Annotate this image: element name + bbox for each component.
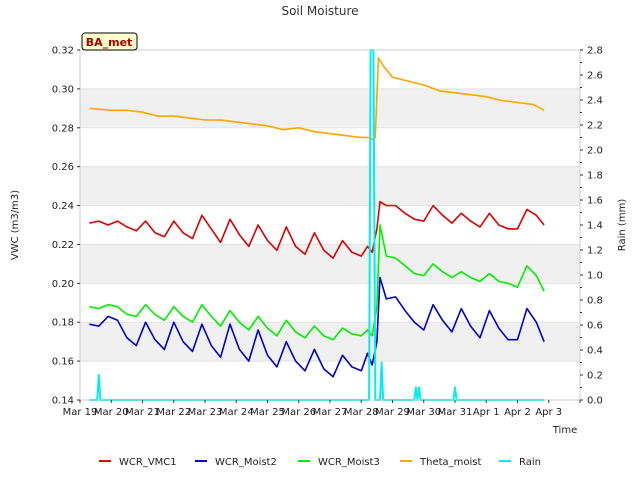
y-right-tick-label: 0.2 bbox=[587, 371, 603, 382]
y-right-tick-label: 0.0 bbox=[587, 396, 603, 407]
x-tick-label: Mar 21 bbox=[125, 407, 160, 418]
x-tick-label: Mar 31 bbox=[438, 407, 473, 418]
legend: WCR_VMC1 WCR_Moist2 WCR_Moist3 Theta_moist R… bbox=[99, 457, 541, 468]
x-tick-label: Mar 30 bbox=[406, 407, 441, 418]
legend-label: WCR_VMC1 bbox=[119, 457, 177, 468]
station-badge-box bbox=[81, 32, 138, 51]
legend-label: Theta_moist bbox=[419, 457, 481, 468]
x-tick-label: Apr 3 bbox=[535, 407, 562, 418]
y-right-tick-label: 1.6 bbox=[587, 196, 603, 207]
station-badge-label: BA_met bbox=[86, 36, 133, 49]
y-tick-label: 0.20 bbox=[52, 279, 74, 290]
y-tick-label: 0.24 bbox=[52, 201, 74, 212]
y-right-tick-label: 2.0 bbox=[587, 146, 603, 157]
grid-band bbox=[80, 88, 580, 128]
y-axis-label: VWC (m3/m3) bbox=[10, 190, 21, 260]
y-right-tick-label: 1.4 bbox=[587, 221, 603, 232]
y-right-tick-label: 2.2 bbox=[587, 121, 603, 132]
legend-label: WCR_Moist2 bbox=[215, 457, 277, 468]
y-tick-label: 0.28 bbox=[52, 123, 74, 134]
y-right-tick-label: 0.6 bbox=[587, 321, 603, 332]
x-tick-label: Apr 1 bbox=[473, 407, 500, 418]
x-tick-label: Mar 24 bbox=[219, 407, 254, 418]
y-tick-label: 0.16 bbox=[52, 357, 74, 368]
series-line-wcr-moist3 bbox=[89, 224, 545, 341]
y-right-tick-label: 2.8 bbox=[587, 46, 603, 57]
y-right-tick-label: 1.0 bbox=[587, 271, 603, 282]
grid-bands bbox=[80, 88, 580, 362]
y-axis-right-label: Rain (mm) bbox=[617, 199, 628, 252]
x-tick-label: Mar 29 bbox=[375, 407, 410, 418]
y-tick-label: 0.30 bbox=[52, 84, 74, 95]
y-tick-label: 0.22 bbox=[52, 240, 74, 251]
x-axis-label: Time bbox=[552, 425, 577, 436]
grid-band bbox=[80, 166, 580, 206]
y-tick-label: 0.14 bbox=[52, 396, 74, 407]
y-tick-label: 0.32 bbox=[52, 46, 74, 57]
y-right-tick-label: 2.6 bbox=[587, 71, 603, 82]
x-tick-label: Mar 23 bbox=[188, 407, 223, 418]
y-tick-label: 0.18 bbox=[52, 318, 74, 329]
legend-label: WCR_Moist3 bbox=[318, 457, 380, 468]
y-right-tick-label: 2.4 bbox=[587, 96, 603, 107]
y-right-tick-label: 1.2 bbox=[587, 246, 603, 257]
x-tick-label: Mar 25 bbox=[250, 407, 285, 418]
series-line-theta-moist bbox=[89, 56, 545, 141]
station-badge: BA_met bbox=[81, 32, 138, 51]
y-axis-left: 0.14 0.16 0.18 0.20 0.22 0.24 0.26 0.28 0.30 0.32 bbox=[52, 46, 80, 407]
grid-band bbox=[80, 322, 580, 362]
series-line-wcr-moist2 bbox=[89, 276, 545, 378]
chart-title: Soil Moisture bbox=[281, 4, 358, 18]
x-tick-label: Apr 2 bbox=[504, 407, 531, 418]
x-tick-label: Mar 22 bbox=[156, 407, 191, 418]
x-tick-label: Mar 27 bbox=[313, 407, 348, 418]
legend-label: Rain bbox=[519, 457, 541, 468]
x-tick-label: Mar 19 bbox=[63, 407, 98, 418]
y-tick-label: 0.26 bbox=[52, 162, 74, 173]
grid-band bbox=[80, 244, 580, 284]
x-tick-label: Mar 26 bbox=[281, 407, 316, 418]
y-right-tick-label: 0.4 bbox=[587, 346, 603, 357]
y-axis-right: 0.0 0.2 0.4 0.6 0.8 1.0 1.2 1.4 1.6 1.8 2.0 2.2 2.4 2… bbox=[580, 46, 603, 407]
series-line-wcr-vmc1 bbox=[89, 200, 545, 259]
y-right-tick-label: 0.8 bbox=[587, 296, 603, 307]
x-tick-label: Mar 20 bbox=[94, 407, 129, 418]
y-right-tick-label: 1.8 bbox=[587, 171, 603, 182]
x-tick-label: Mar 28 bbox=[344, 407, 379, 418]
